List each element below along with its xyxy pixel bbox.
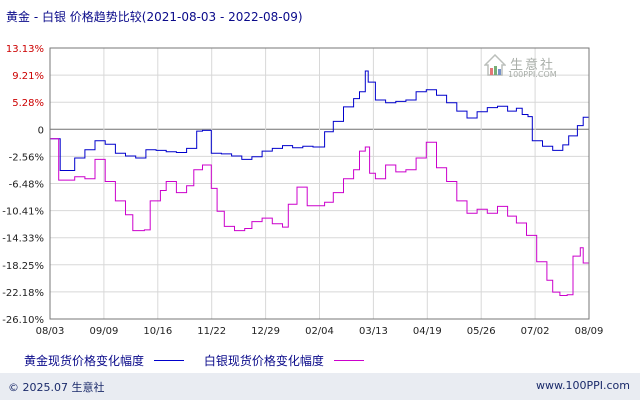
- y-tick-label: -10.41%: [2, 207, 44, 218]
- x-tick-label: 08/03: [36, 326, 65, 337]
- y-tick-label: 5.28%: [12, 98, 44, 109]
- x-tick-label: 04/19: [413, 326, 442, 337]
- y-tick-label: -18.25%: [2, 261, 44, 272]
- plot-frame: [49, 47, 590, 320]
- x-tick-label: 07/02: [521, 326, 550, 337]
- y-tick-label: -2.56%: [9, 152, 44, 163]
- x-tick-label: 05/26: [467, 326, 496, 337]
- y-tick-label: -6.48%: [9, 180, 44, 191]
- x-tick-label: 12/29: [251, 326, 280, 337]
- y-tick-label: -22.18%: [2, 288, 44, 299]
- gold-series-line: [50, 70, 590, 171]
- silver-series-line: [50, 138, 590, 296]
- chart-title: 黄金 - 白银 价格趋势比较(2021-08-03 - 2022-08-09): [6, 10, 303, 24]
- x-tick-label: 02/04: [305, 326, 334, 337]
- watermark-url: 100PPI.COM: [508, 70, 557, 79]
- y-tick-label: -26.10%: [2, 315, 44, 326]
- x-tick-label: 03/13: [359, 326, 388, 337]
- watermark: 生意社 100PPI.COM: [483, 53, 557, 80]
- legend-label-silver: 白银现货价格变化幅度: [203, 354, 324, 368]
- legend-swatch-gold: [154, 360, 185, 361]
- y-tick-label: 9.21%: [12, 71, 44, 82]
- legend-swatch-silver: [333, 360, 364, 361]
- x-tick-label: 08/09: [575, 326, 604, 337]
- y-tick-label: 13.13%: [6, 44, 44, 55]
- x-tick-label: 10/16: [143, 326, 172, 337]
- legend-item-silver: 白银现货价格变化幅度: [204, 352, 364, 369]
- legend-item-gold: 黄金现货价格变化幅度: [24, 352, 185, 369]
- y-tick-label: -14.33%: [2, 234, 44, 245]
- x-tick-label: 11/22: [197, 326, 226, 337]
- footer-bar: © 2025.07 生意社 www.100PPI.com: [0, 373, 640, 400]
- watermark-name: 生意社: [510, 58, 556, 73]
- y-tick-label: 0: [38, 125, 44, 136]
- footer-link[interactable]: www.100PPI.com: [536, 379, 630, 392]
- legend-label-gold: 黄金现货价格变化幅度: [24, 354, 145, 368]
- chart-legend: 黄金现货价格变化幅度 白银现货价格变化幅度: [24, 352, 370, 369]
- house-logo-icon: [483, 53, 507, 76]
- copyright-text: © 2025.07 生意社: [8, 381, 105, 394]
- x-tick-label: 09/09: [89, 326, 118, 337]
